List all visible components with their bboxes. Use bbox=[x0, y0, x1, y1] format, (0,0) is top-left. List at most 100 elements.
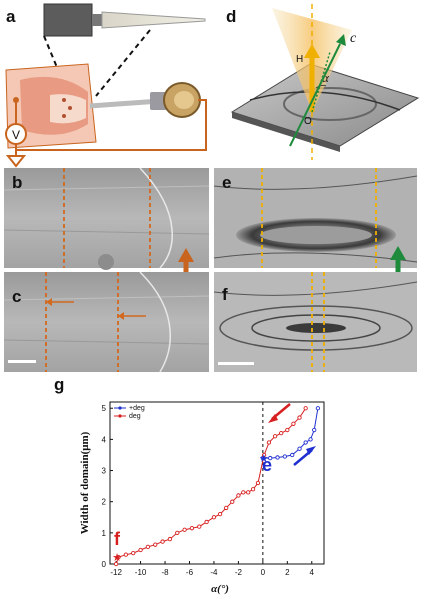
x-tick-label: -6 bbox=[186, 568, 194, 577]
angle-label: α bbox=[322, 70, 330, 85]
field-vector-head bbox=[304, 44, 320, 58]
texture-line bbox=[3, 295, 210, 301]
texture-line bbox=[213, 252, 418, 263]
data-point bbox=[145, 544, 151, 550]
data-point bbox=[113, 561, 119, 567]
texture-line bbox=[3, 229, 210, 235]
zoom-line-left bbox=[43, 35, 69, 95]
micropipette bbox=[89, 98, 161, 109]
domain-wall bbox=[139, 167, 173, 269]
panel-c-label: c bbox=[12, 287, 21, 306]
data-point bbox=[246, 490, 251, 495]
data-point bbox=[308, 437, 313, 442]
data-point bbox=[123, 552, 129, 557]
panel-d: d H α c O bbox=[226, 4, 420, 160]
increase-direction-arrow-head bbox=[306, 446, 316, 455]
angle-arc bbox=[315, 84, 327, 89]
wire-contact bbox=[13, 97, 19, 103]
c-axis-arrow-head bbox=[390, 246, 406, 260]
data-point bbox=[261, 452, 267, 458]
micrograph-c bbox=[4, 272, 209, 372]
data-point bbox=[116, 554, 121, 560]
data-point bbox=[224, 505, 229, 511]
contact-dot bbox=[62, 114, 66, 118]
data-point bbox=[241, 490, 246, 495]
pipette-holder-zoom bbox=[43, 3, 93, 37]
data-point bbox=[297, 446, 302, 451]
legend-label-plus-deg: +deg bbox=[129, 405, 145, 412]
defect bbox=[98, 254, 114, 270]
y-tick-label: 0 bbox=[102, 560, 107, 569]
pipette-tip-zoom bbox=[101, 11, 206, 29]
scale-bar bbox=[8, 360, 36, 363]
decrease-direction-arrow-head bbox=[268, 414, 278, 423]
x-tick-label: -10 bbox=[135, 568, 147, 577]
data-point bbox=[303, 406, 308, 411]
data-point bbox=[291, 421, 296, 426]
panel-a: a V bbox=[5, 3, 207, 168]
data-point bbox=[312, 427, 317, 433]
panel-a-label: a bbox=[6, 7, 16, 26]
panel-f: f bbox=[213, 272, 418, 372]
sample-line bbox=[249, 91, 401, 111]
panel-b-label: b bbox=[12, 173, 22, 192]
sample-plate-edge bbox=[232, 112, 340, 152]
data-point bbox=[138, 547, 143, 553]
voltmeter-label: V bbox=[12, 128, 20, 142]
texture-line bbox=[213, 175, 418, 190]
panel-d-label: d bbox=[226, 7, 236, 26]
data-point bbox=[285, 427, 290, 433]
domain-wall bbox=[139, 271, 172, 373]
panel-c: c bbox=[3, 271, 210, 373]
field-label: H bbox=[296, 54, 303, 65]
legend-label-deg: deg bbox=[129, 413, 141, 420]
contact-dot bbox=[62, 98, 66, 102]
legend: +deg deg bbox=[114, 405, 145, 420]
x-tick-label: -8 bbox=[161, 568, 169, 577]
tilt-line bbox=[311, 51, 331, 113]
contact-dot bbox=[68, 106, 72, 110]
series-group: ★★ bbox=[112, 406, 321, 567]
domain-ring bbox=[219, 305, 413, 351]
panel-e: e c bbox=[213, 168, 418, 303]
state-e-marker: ★ bbox=[259, 453, 269, 465]
x-tick-label: 0 bbox=[261, 568, 266, 577]
micrograph-f bbox=[214, 272, 417, 372]
data-point bbox=[290, 452, 295, 458]
pipette-connector-inner bbox=[174, 91, 194, 109]
domain-core bbox=[286, 323, 346, 333]
legend-marker-plus-deg bbox=[118, 406, 122, 410]
annotation-e: e bbox=[262, 455, 272, 475]
zoom-line-right bbox=[95, 29, 151, 97]
cell-gap bbox=[50, 94, 86, 124]
data-point bbox=[236, 493, 241, 498]
data-point bbox=[255, 480, 261, 486]
data-point bbox=[297, 415, 302, 420]
x-tick-label: 4 bbox=[310, 568, 315, 577]
data-point bbox=[160, 539, 165, 544]
annotation-f: f bbox=[114, 529, 121, 549]
data-point bbox=[315, 406, 321, 411]
data-point bbox=[204, 519, 209, 525]
data-point bbox=[250, 487, 256, 492]
micrograph-b bbox=[4, 168, 209, 268]
y-ticks: 0 1 2 3 4 5 bbox=[102, 404, 113, 569]
state-f-marker: ★ bbox=[112, 552, 122, 564]
series-line-plus-deg bbox=[262, 408, 319, 459]
y-tick-label: 2 bbox=[102, 498, 107, 507]
y-tick-label: 1 bbox=[102, 529, 107, 538]
x-tick-label: -2 bbox=[235, 568, 243, 577]
data-point bbox=[217, 512, 223, 517]
x-tick-label: -12 bbox=[110, 568, 122, 577]
data-point bbox=[167, 536, 173, 542]
pipette-neck-zoom bbox=[92, 14, 102, 26]
y-tick-label: 4 bbox=[102, 435, 107, 444]
x-tick-label: -4 bbox=[210, 568, 218, 577]
voltage-arrow-head bbox=[178, 248, 194, 262]
shrink-arrow-right-head bbox=[118, 312, 124, 320]
c-axis-label: c bbox=[350, 31, 357, 46]
x-ticks: -12 -10 -8 -6 -4 -2 0 2 4 bbox=[110, 561, 315, 577]
scale-bar bbox=[218, 362, 254, 365]
